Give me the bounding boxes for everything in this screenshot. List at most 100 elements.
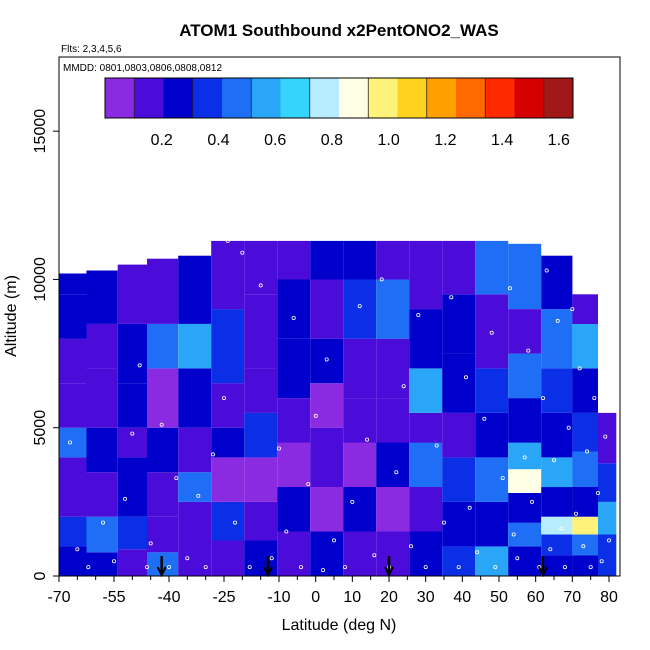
sample-point <box>541 396 546 401</box>
colorbar-segment <box>280 78 311 118</box>
x-tick-label: 40 <box>453 589 471 606</box>
x-tick-label: -55 <box>102 589 125 606</box>
sample-point <box>101 520 106 525</box>
colorbar-tick-label: 1.2 <box>434 132 456 149</box>
sample-point <box>221 396 226 401</box>
x-tick-label: -25 <box>212 589 235 606</box>
heatmap-cell <box>541 412 573 458</box>
heatmap-cell <box>541 255 573 310</box>
heatmap-cell <box>178 472 212 502</box>
sample-point <box>456 565 461 570</box>
heatmap-cell <box>59 294 87 339</box>
heatmap-cell <box>310 240 344 280</box>
colorbar-segment <box>426 78 457 118</box>
heatmap-cell <box>178 368 212 428</box>
sample-point <box>196 493 201 498</box>
x-tick-label: -40 <box>157 589 180 606</box>
x-axis-label: Latitude (deg N) <box>282 617 397 634</box>
x-tick-label: 80 <box>600 589 618 606</box>
sample-point <box>588 565 593 570</box>
sample-point <box>570 307 575 312</box>
heatmap-cell <box>442 353 476 413</box>
heatmap-cell <box>211 457 245 502</box>
heatmap-cell <box>541 368 573 413</box>
sample-point <box>166 565 171 570</box>
heatmap-cell <box>59 273 87 295</box>
heatmap-cell <box>409 412 443 443</box>
sample-point <box>320 568 325 573</box>
heatmap-cell <box>59 546 87 576</box>
colorbar-tick-label: 1.4 <box>491 132 513 149</box>
heatmap-cell <box>117 516 147 550</box>
x-tick-label: -10 <box>267 589 290 606</box>
heatmap-cell <box>86 516 118 553</box>
heatmap-cell <box>508 243 542 309</box>
heatmap-cell <box>598 412 617 464</box>
sample-point <box>68 440 73 445</box>
heatmap-cell <box>541 487 573 517</box>
heatmap-cell <box>86 472 118 517</box>
heatmap-cell <box>442 412 476 458</box>
heatmap-cell <box>598 534 617 576</box>
sample-point <box>75 547 80 552</box>
colorbar-segment <box>397 78 428 118</box>
heatmap-cell <box>343 240 377 280</box>
heatmap-cell <box>244 540 278 576</box>
heatmap-cell <box>475 501 509 547</box>
y-axis: 0 5000 10000 15000 <box>32 109 59 580</box>
colorbar-segment <box>514 78 545 118</box>
sample-point <box>379 277 384 282</box>
heatmap-cell <box>572 294 598 324</box>
heatmap-cell <box>244 457 278 502</box>
heatmap-cell <box>508 546 542 576</box>
heatmap-cell <box>475 368 509 413</box>
heatmap <box>59 240 617 576</box>
sample-point <box>434 443 439 448</box>
heatmap-cell <box>508 469 542 493</box>
sample-point <box>324 357 329 362</box>
heatmap-cell <box>475 412 509 458</box>
colorbar-segment <box>368 78 398 118</box>
sample-point <box>112 559 117 564</box>
colorbar-tick-label: 0.6 <box>264 132 286 149</box>
heatmap-cell <box>244 501 278 541</box>
heatmap-cell <box>86 368 118 428</box>
heatmap-cell <box>211 427 245 458</box>
x-tick-label: 10 <box>343 589 361 606</box>
sample-point <box>489 330 494 335</box>
sample-point <box>364 437 369 442</box>
heatmap-cell <box>508 522 542 547</box>
sample-point <box>159 422 164 427</box>
sample-point <box>123 496 128 501</box>
heatmap-cell <box>376 487 410 532</box>
heatmap-cell <box>310 383 344 428</box>
sample-point <box>350 499 355 504</box>
colorbar-segment <box>134 78 164 118</box>
sample-point <box>331 538 336 543</box>
heatmap-cell <box>475 546 509 576</box>
colorbar-segment <box>339 78 369 118</box>
heatmap-cell <box>343 531 377 576</box>
colorbar-frame <box>104 77 574 119</box>
y-axis-label: Altitude (m) <box>3 275 20 357</box>
heatmap-cell <box>147 368 179 428</box>
heatmap-cell <box>86 427 118 473</box>
heatmap-cell <box>572 451 598 487</box>
sample-point <box>342 565 347 570</box>
colorbar <box>104 77 574 119</box>
sample-point <box>522 455 527 460</box>
heatmap-cell <box>598 463 617 502</box>
sample-point <box>423 565 428 570</box>
heatmap-cell <box>310 427 344 487</box>
heatmap-cell <box>244 368 278 413</box>
dates-note: MMDD: 0801,0803,0806,0808,0812 <box>63 63 222 74</box>
heatmap-cell <box>59 383 87 428</box>
x-tick-label: 20 <box>380 589 398 606</box>
colorbar-segment <box>105 78 135 118</box>
sample-point <box>603 434 608 439</box>
heatmap-cell <box>508 398 542 443</box>
sample-point <box>203 565 208 570</box>
heatmap-cell <box>442 294 476 354</box>
heatmap-cell <box>508 353 542 399</box>
